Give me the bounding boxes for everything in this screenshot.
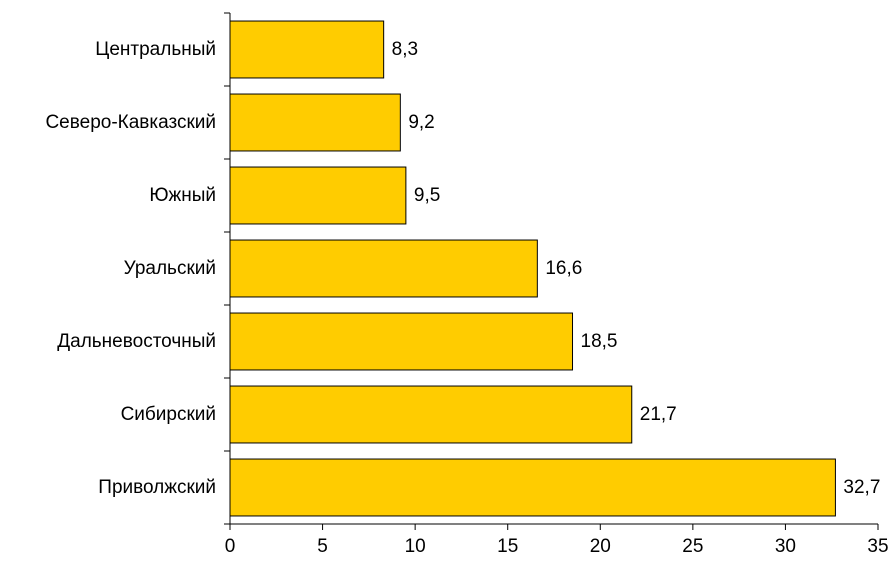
category-label: Уральский xyxy=(124,258,216,279)
bar xyxy=(229,458,836,517)
data-label: 18,5 xyxy=(581,331,618,352)
axes xyxy=(224,12,879,530)
bar xyxy=(229,93,401,152)
category-label: Приволжский xyxy=(98,477,216,498)
bar xyxy=(229,239,538,298)
x-tick-label: 20 xyxy=(590,536,611,557)
x-tick-label: 5 xyxy=(317,536,328,557)
x-tick-label: 30 xyxy=(775,536,796,557)
x-tick-label: 0 xyxy=(225,536,236,557)
labels: Центральный 8,3 Северо-Кавказский 9,2 Южный 9… xyxy=(45,39,888,557)
x-tick-label: 15 xyxy=(497,536,518,557)
bar xyxy=(229,385,633,444)
bar xyxy=(229,20,385,79)
x-tick-label: 35 xyxy=(867,536,888,557)
data-label: 8,3 xyxy=(392,39,418,60)
data-label: 21,7 xyxy=(640,404,677,425)
category-label: Северо-Кавказский xyxy=(45,112,216,133)
data-label: 32,7 xyxy=(843,477,880,498)
bars xyxy=(229,20,836,517)
data-label: 9,2 xyxy=(408,112,434,133)
category-label: Дальневосточный xyxy=(57,331,216,352)
data-label: 16,6 xyxy=(545,258,582,279)
bar xyxy=(229,166,407,225)
x-tick-label: 25 xyxy=(682,536,703,557)
category-label: Сибирский xyxy=(121,404,216,425)
category-label: Центральный xyxy=(95,39,216,60)
x-tick-label: 10 xyxy=(405,536,426,557)
bar xyxy=(229,312,574,371)
category-label: Южный xyxy=(149,185,216,206)
data-label: 9,5 xyxy=(414,185,440,206)
